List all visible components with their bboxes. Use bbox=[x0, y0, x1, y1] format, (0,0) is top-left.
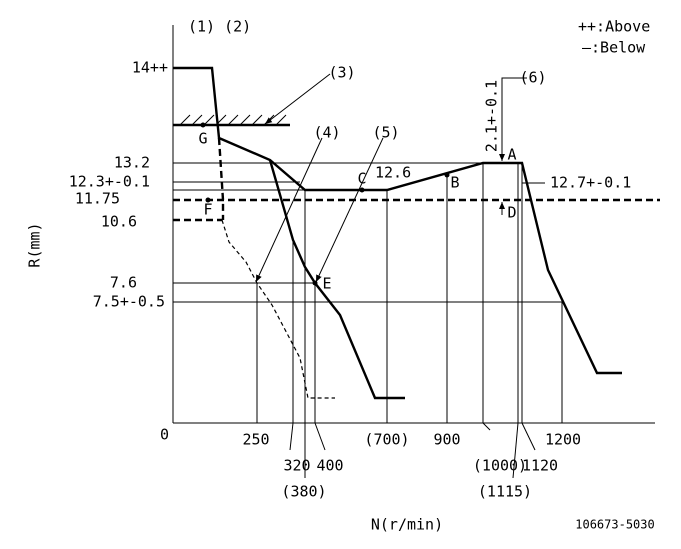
legend-below: —:Below bbox=[582, 39, 646, 57]
drawing-code: 106673-5030 bbox=[575, 518, 654, 532]
point-label: E bbox=[322, 275, 331, 293]
axes bbox=[172, 25, 655, 424]
y-axis-title: R(mm) bbox=[26, 222, 44, 267]
point-label: D bbox=[507, 204, 516, 222]
y-label: 13.2 bbox=[114, 154, 150, 172]
reference-lines bbox=[173, 162, 563, 479]
x-label: (380) bbox=[281, 483, 326, 501]
callout: (3) bbox=[328, 64, 355, 82]
x-label: (1000) bbox=[473, 457, 527, 475]
labels: (1) (2) ++:Above —:Below 14++ 13.2 12.3+… bbox=[26, 18, 655, 534]
x-axis-title: N(r/min) bbox=[371, 516, 443, 534]
y-label: 10.6 bbox=[101, 213, 137, 231]
x-label: (700) bbox=[364, 431, 409, 449]
point-label: A bbox=[507, 146, 516, 164]
y-label: 11.75 bbox=[75, 190, 120, 208]
y-label: 12.3+-0.1 bbox=[69, 173, 150, 191]
legend-above: ++:Above bbox=[578, 18, 650, 36]
leaders bbox=[255, 73, 527, 283]
point-label: C bbox=[357, 170, 366, 188]
callout: 2.1+-0.1 bbox=[483, 80, 501, 152]
y-label: 14++ bbox=[132, 59, 168, 77]
y-label: 0 bbox=[160, 426, 169, 444]
callout: 12.7+-0.1 bbox=[550, 174, 631, 192]
callout: (6) bbox=[519, 69, 546, 87]
x-label: 400 bbox=[316, 457, 343, 475]
callout: (4) bbox=[313, 124, 340, 142]
y-label: 7.5+-0.5 bbox=[93, 293, 165, 311]
refs: (1) (2) bbox=[188, 18, 251, 36]
point-label: B bbox=[450, 174, 459, 192]
y-label: 7.6 bbox=[110, 274, 137, 292]
x-label: 250 bbox=[242, 431, 269, 449]
point-label: G bbox=[198, 130, 207, 148]
x-label: (1115) bbox=[478, 483, 532, 501]
x-label: 900 bbox=[433, 431, 460, 449]
x-label: 1200 bbox=[545, 431, 581, 449]
point-label: F bbox=[203, 201, 212, 219]
x-label: 1120 bbox=[522, 457, 558, 475]
callout: 12.6 bbox=[375, 164, 411, 182]
x-label: 320 bbox=[283, 457, 310, 475]
characteristic-curves bbox=[173, 66, 660, 400]
callout: (5) bbox=[372, 124, 399, 142]
